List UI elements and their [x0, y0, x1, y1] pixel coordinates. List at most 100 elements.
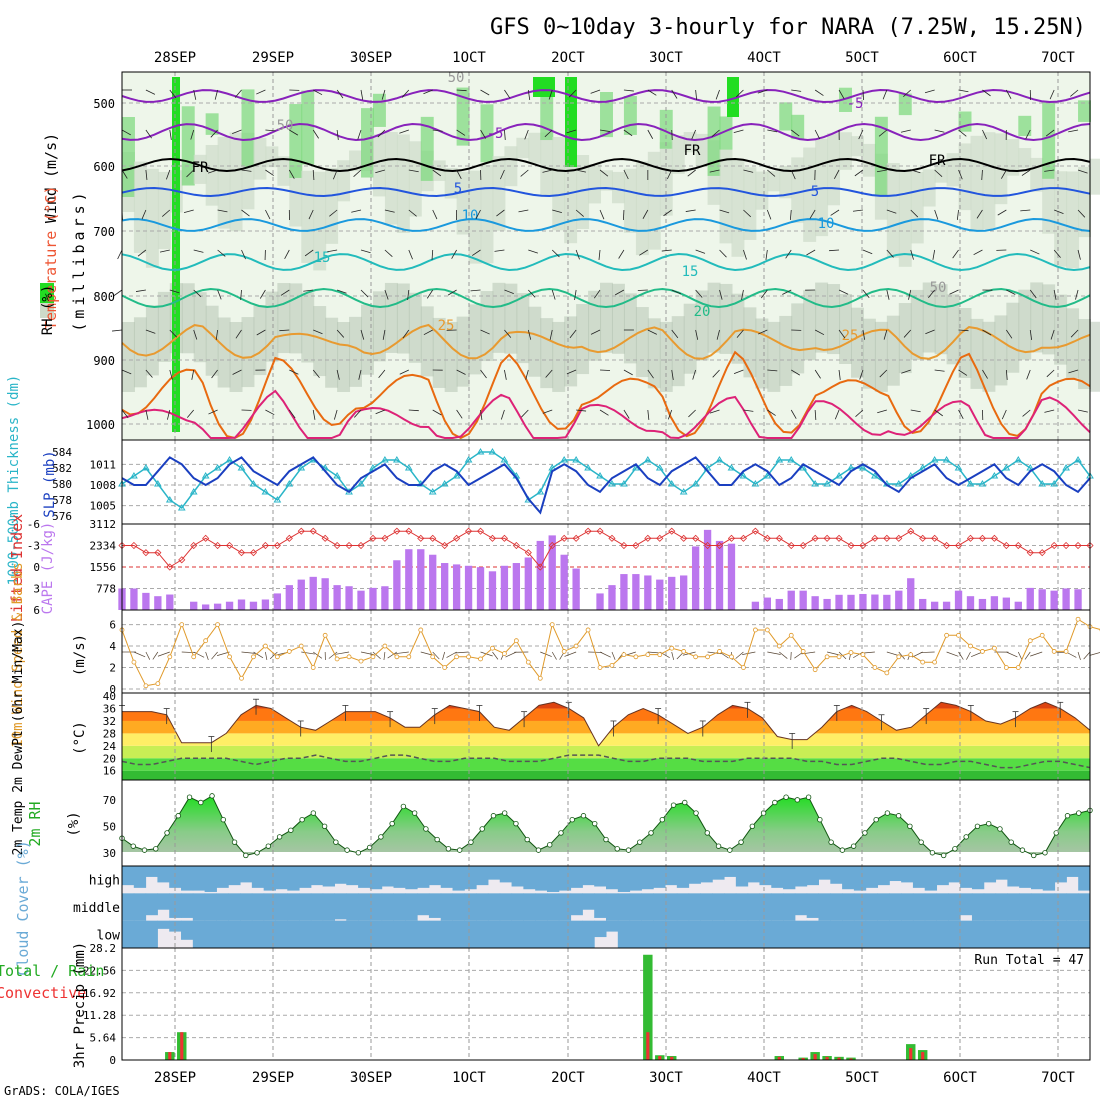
cape-bar	[273, 593, 282, 610]
wind-barb	[423, 329, 433, 336]
wind-barb	[924, 89, 935, 94]
wind10-barb	[1024, 651, 1031, 660]
wind-barb	[736, 329, 744, 338]
cape-bar	[190, 601, 198, 610]
cloud-cell	[535, 893, 548, 921]
wind10-marker	[944, 632, 949, 638]
thickness-marker	[548, 464, 557, 471]
rh-marker	[1019, 847, 1026, 853]
cloud-cell	[724, 920, 737, 948]
precip-total-label: Total / Rain	[0, 962, 104, 980]
rh-shade	[1030, 157, 1044, 192]
rh-shade-dark	[301, 292, 315, 363]
rh-shade-green	[719, 116, 733, 150]
thickness-marker	[930, 456, 939, 463]
rh-shade	[516, 137, 530, 159]
wind10-barb	[505, 651, 517, 658]
precip-conv-bar	[813, 1054, 817, 1060]
rh-marker	[479, 826, 485, 832]
wind-barb	[623, 409, 630, 419]
wind-barb	[401, 89, 410, 98]
cloud-cell	[192, 893, 206, 921]
lifted-index-marker	[835, 534, 843, 542]
cloud-cell	[287, 893, 300, 921]
wind-barb	[876, 169, 887, 173]
cape-tick: 778	[96, 583, 116, 596]
wind-barb	[663, 209, 672, 217]
cloud-cell	[665, 893, 678, 921]
wind10-marker	[991, 645, 997, 651]
cloud-cell	[1066, 893, 1079, 921]
cloud-cell	[830, 920, 843, 948]
precip-conv-bar	[658, 1056, 662, 1060]
rh-shade-dark	[492, 282, 506, 353]
lifted-index-marker	[632, 541, 640, 550]
wind-barb	[1068, 129, 1079, 133]
wind-barb	[524, 129, 529, 140]
cloud-cell	[476, 866, 489, 886]
cloud-cell	[995, 920, 1008, 948]
wind10-barb	[611, 651, 616, 660]
cape-bar	[464, 565, 473, 610]
thickness-marker	[285, 480, 294, 487]
wind-barb	[336, 129, 339, 140]
wind-barb	[688, 409, 696, 418]
cloud-cell	[901, 920, 914, 948]
wind10-barb	[599, 651, 611, 658]
thickness-marker	[142, 464, 150, 471]
rh-shade-dark	[743, 307, 757, 378]
cloud-cell	[417, 893, 430, 916]
wind10-marker	[263, 643, 268, 649]
rh-marker	[1008, 839, 1014, 845]
wind-barb	[695, 329, 699, 340]
wind-barb	[647, 409, 650, 420]
wind-barb	[545, 369, 553, 378]
rh-shade-dark	[289, 283, 303, 354]
wind-barb	[289, 129, 299, 136]
rh-tick: 70	[103, 794, 116, 807]
rh-marker	[974, 823, 981, 830]
cape-bar	[1050, 590, 1058, 610]
wind-barb	[647, 129, 654, 139]
thickness-marker	[990, 472, 999, 479]
wind-barb	[879, 369, 888, 378]
wind-barb	[600, 369, 611, 371]
wind-barb	[901, 369, 911, 374]
rh-marker	[682, 799, 688, 806]
wind-barb	[958, 329, 969, 332]
cloud-cell	[995, 893, 1008, 921]
lifted-index-marker	[249, 549, 258, 557]
cloud-cell	[428, 920, 442, 948]
rh-marker	[592, 820, 598, 827]
wind10-marker	[286, 649, 292, 654]
cloud-cell	[665, 866, 678, 886]
cloud-cell	[853, 866, 867, 891]
wind10-marker	[884, 670, 890, 676]
rh-shade-green	[361, 108, 374, 178]
wind10-marker	[705, 654, 710, 660]
thickness-marker	[655, 464, 664, 471]
thickness-marker	[130, 472, 138, 479]
cape-tick: 3112	[90, 518, 117, 531]
wind-barb	[593, 289, 601, 299]
cloud-cell	[641, 920, 654, 948]
cloud-cell	[240, 893, 253, 921]
dewpoint-line	[121, 754, 1091, 769]
wind-barb	[402, 329, 410, 339]
wind-barb	[500, 409, 505, 420]
lifted-index-marker	[178, 556, 186, 564]
lifted-index-marker	[393, 527, 401, 535]
rh-shade	[1090, 158, 1100, 195]
cloud-cell	[511, 866, 524, 887]
wind-barb	[135, 289, 146, 292]
wind-barb	[733, 369, 744, 374]
wind-barb	[1068, 369, 1079, 374]
thickness-marker	[667, 480, 676, 487]
wind-barb	[623, 369, 633, 376]
cape-bar	[261, 599, 270, 610]
wind-legend: Wind (m/s)	[42, 133, 60, 223]
rh-marker	[952, 846, 958, 852]
rh-shade	[623, 168, 637, 233]
thickness-marker	[177, 504, 186, 511]
precip-total-bar	[643, 954, 653, 1060]
